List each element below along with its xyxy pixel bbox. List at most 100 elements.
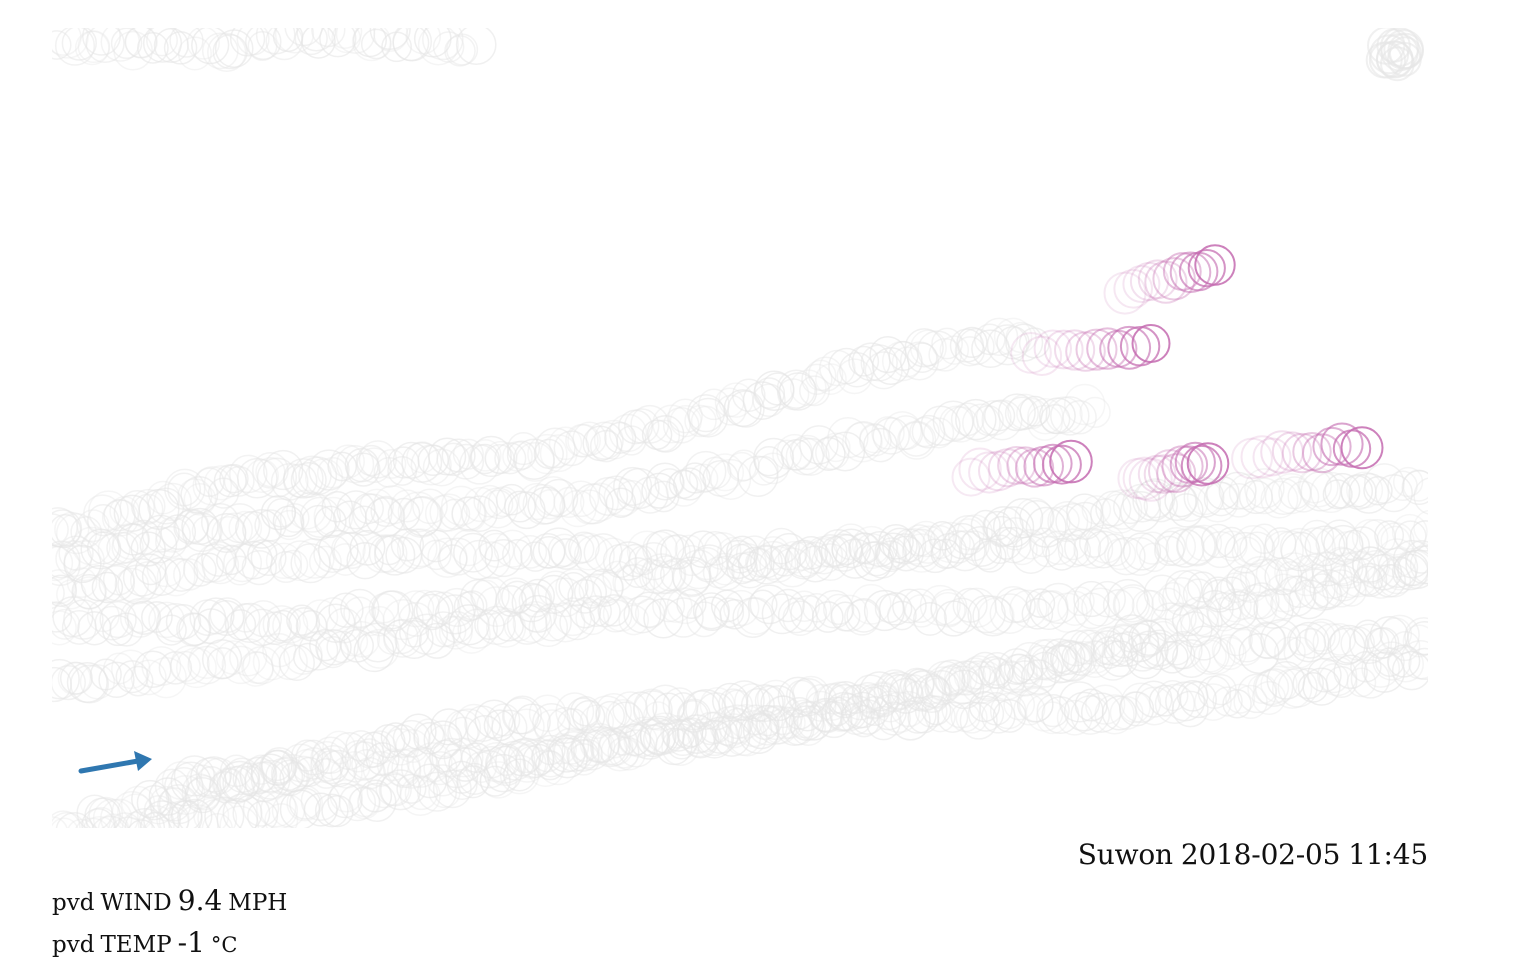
trail-particle: [447, 716, 479, 749]
trail-particle: [1302, 433, 1342, 474]
trail-particle: [241, 549, 277, 586]
trail-particle: [269, 550, 303, 584]
trail-particle: [701, 716, 739, 754]
trail-particle: [239, 756, 278, 795]
trail-particle: [483, 489, 514, 520]
trail-particle: [859, 423, 892, 457]
trail-particle: [1164, 569, 1203, 608]
trail-particle: [618, 604, 650, 636]
trail-particle: [1099, 329, 1138, 368]
trail-particle: [415, 590, 454, 629]
trail-particle: [1312, 580, 1343, 611]
trail-particle: [1219, 590, 1258, 630]
trail-particle: [941, 530, 975, 564]
trail-particle: [346, 542, 384, 580]
trail-particle: [111, 649, 151, 690]
trail-particle: [252, 643, 291, 681]
trail-particle: [836, 358, 873, 395]
trail-particle: [586, 695, 628, 737]
trail-particle: [224, 555, 255, 586]
trail-particle: [364, 605, 396, 637]
trail-particle: [575, 601, 610, 636]
trail-particle: [201, 639, 243, 680]
trail-particle: [456, 765, 490, 799]
trail-particle: [1162, 252, 1202, 291]
trail-particle: [201, 546, 240, 585]
trail-particle: [710, 458, 752, 500]
trail-particle: [321, 491, 354, 523]
active-trails: [951, 244, 1384, 502]
trail-particle: [195, 543, 236, 583]
trail-particle: [1287, 480, 1320, 513]
trail-particle: [1379, 617, 1413, 651]
trail-particle: [859, 423, 890, 454]
trail-particle: [1251, 680, 1286, 716]
temp-value: -1: [177, 926, 205, 959]
trail-particle: [1137, 259, 1178, 300]
trail-particle: [66, 567, 98, 598]
trail-particle: [1073, 580, 1110, 618]
trail-particle: [471, 576, 510, 616]
trail-particle: [52, 28, 82, 56]
trail-particle: [313, 496, 354, 537]
trail-particle: [1078, 527, 1110, 558]
trail-particle: [506, 432, 541, 466]
trail-particle: [608, 413, 648, 453]
trail-particle: [792, 700, 833, 741]
trail-particle: [902, 588, 938, 624]
trail-particle: [1231, 571, 1262, 602]
trail-particle: [437, 544, 468, 575]
trail-particle: [527, 433, 568, 475]
trail-particle: [1346, 471, 1384, 509]
trail-particle: [436, 748, 476, 789]
trail-particle: [955, 398, 997, 441]
trail-particle: [567, 423, 601, 458]
trail-particle: [811, 543, 850, 582]
trail-particle: [954, 336, 985, 367]
trail-particle: [492, 610, 524, 642]
trail-particle: [676, 714, 717, 754]
trail-particle: [617, 729, 656, 768]
trail-particle: [272, 505, 305, 538]
trail-particle: [438, 537, 477, 576]
temp-unit: °C: [210, 933, 238, 957]
trail-particle: [598, 598, 633, 633]
trail-particle: [931, 327, 963, 360]
trail-particle: [155, 614, 187, 646]
wind-station: pvd: [52, 890, 95, 916]
trail-particle: [718, 539, 758, 580]
trail-particle: [749, 545, 783, 579]
trail-particle: [255, 786, 297, 828]
trail-particle: [1333, 654, 1368, 690]
trail-particle: [595, 700, 625, 731]
trail-particle: [335, 28, 376, 54]
trail-particle: [300, 504, 337, 541]
trail-particle: [61, 28, 97, 61]
trail-particle: [355, 731, 392, 768]
trail-particle: [92, 798, 133, 828]
trail-particle: [558, 571, 589, 603]
trail-particle: [356, 447, 393, 484]
trail-particle: [82, 815, 117, 828]
trail-particle: [788, 705, 825, 741]
trail-particle: [604, 421, 637, 454]
trail-particle: [898, 674, 930, 705]
particle-trail-canvas: [52, 28, 1428, 828]
trail-particle: [641, 553, 683, 595]
trail-particle: [1260, 430, 1304, 474]
trail-particle: [1270, 473, 1312, 515]
trail-particle: [274, 28, 315, 54]
trail-particle: [397, 590, 435, 628]
trail-particle: [570, 731, 601, 762]
trail-particle: [437, 587, 477, 627]
trail-particle: [404, 776, 439, 811]
trail-particle: [71, 574, 107, 610]
trail-particle: [439, 498, 471, 530]
trail-particle: [561, 735, 593, 768]
trail-particle: [329, 543, 362, 576]
trail-particle: [242, 790, 280, 827]
date-value: 2018-02-05: [1180, 838, 1341, 871]
trail-particle: [804, 359, 837, 392]
trail-particle: [732, 597, 774, 638]
trail-particle: [308, 545, 342, 579]
